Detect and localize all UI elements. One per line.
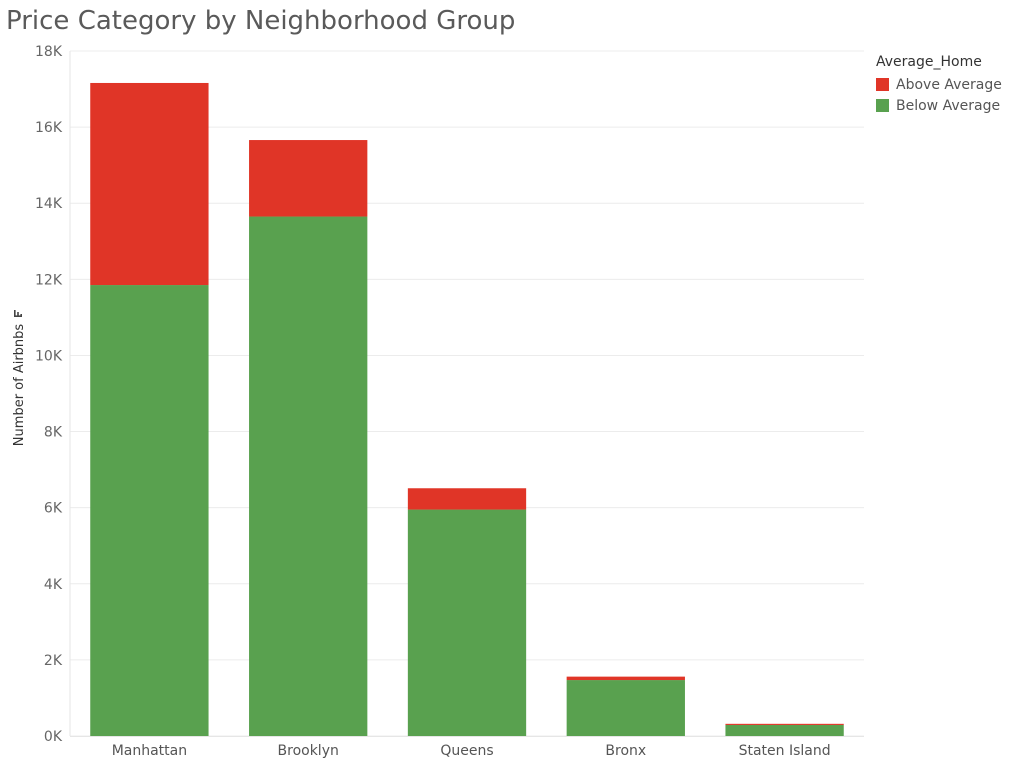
- bars-layer: [90, 82, 844, 736]
- bar-segment[interactable]: [249, 216, 368, 736]
- bar-segment[interactable]: [90, 285, 209, 736]
- legend-items: Above Average Below Average: [876, 74, 1002, 116]
- legend-swatch: [876, 99, 889, 112]
- y-tick-label: 12K: [35, 272, 63, 288]
- legend-title: Average_Home: [876, 54, 982, 70]
- bar-segment[interactable]: [725, 724, 844, 736]
- bar-segment[interactable]: [90, 82, 209, 286]
- sort-icon[interactable]: [14, 310, 23, 317]
- bar-segment[interactable]: [407, 509, 527, 736]
- x-tick-label: Brooklyn: [278, 743, 339, 759]
- legend: Average_Home Above Average Below Average: [876, 54, 1002, 116]
- bar-segment[interactable]: [566, 680, 685, 736]
- y-axis-title-group: Number of Airbnbs: [12, 310, 27, 446]
- legend-item[interactable]: Above Average: [876, 74, 1002, 95]
- y-tick-label: 6K: [44, 501, 63, 517]
- y-axis-ticks: 0K 2K 4K 6K 8K 10K 12K 14K 16K 18K: [35, 44, 63, 745]
- y-tick-label: 2K: [44, 653, 63, 669]
- y-tick-label: 14K: [35, 196, 63, 212]
- y-tick-label: 18K: [35, 44, 63, 60]
- legend-swatch: [876, 78, 889, 91]
- y-tick-label: 16K: [35, 120, 63, 136]
- bar-segment[interactable]: [566, 676, 685, 681]
- y-tick-label: 4K: [44, 577, 63, 593]
- x-tick-label: Staten Island: [739, 743, 831, 759]
- y-axis-title: Number of Airbnbs: [12, 324, 27, 447]
- y-axis-title-wrap: Number of Airbnbs: [12, 310, 27, 446]
- legend-label: Below Average: [896, 97, 1001, 114]
- y-tick-label: 8K: [44, 425, 63, 441]
- bar-segment[interactable]: [249, 140, 368, 217]
- y-tick-label: 10K: [35, 348, 63, 364]
- bar-segment[interactable]: [407, 488, 527, 510]
- x-tick-label: Queens: [440, 743, 493, 759]
- x-tick-label: Manhattan: [112, 743, 187, 759]
- bar-segment[interactable]: [725, 723, 844, 725]
- x-axis-labels: Manhattan Brooklyn Queens Bronx Staten Islan…: [112, 743, 831, 759]
- x-tick-label: Bronx: [605, 743, 646, 759]
- chart-title: Price Category by Neighborhood Group: [6, 6, 516, 36]
- y-tick-label: 0K: [44, 729, 63, 745]
- legend-label: Above Average: [896, 76, 1002, 93]
- legend-item[interactable]: Below Average: [876, 95, 1002, 116]
